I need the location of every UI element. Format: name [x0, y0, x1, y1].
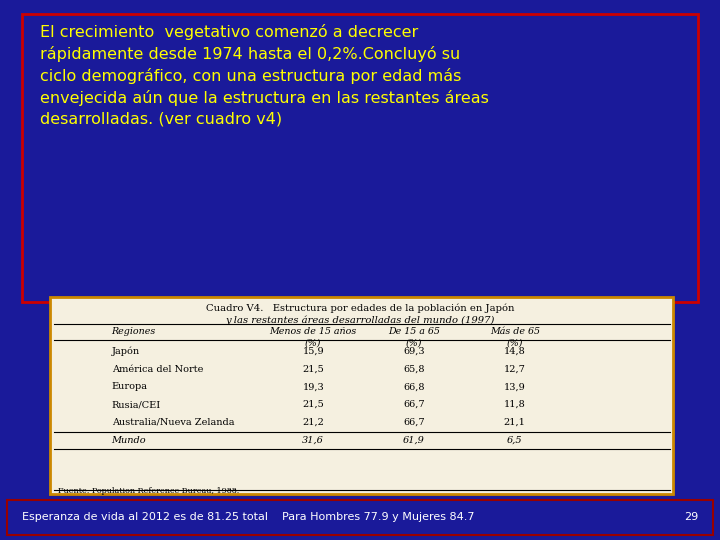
Text: 14,8: 14,8	[504, 347, 526, 356]
Text: 15,9: 15,9	[302, 347, 324, 356]
Text: 69,3: 69,3	[403, 347, 425, 356]
Text: 12,7: 12,7	[504, 364, 526, 374]
Text: Mundo: Mundo	[112, 436, 146, 445]
Text: 31,6: 31,6	[302, 436, 324, 445]
Text: 13,9: 13,9	[504, 382, 526, 392]
Text: Esperanza de vida al 2012 es de 81.25 total    Para Hombres 77.9 y Mujeres 84.7: Esperanza de vida al 2012 es de 81.25 to…	[22, 512, 474, 522]
Text: 66,7: 66,7	[403, 400, 425, 409]
Text: 21,5: 21,5	[302, 364, 324, 374]
Text: Más de 65
(%): Más de 65 (%)	[490, 327, 540, 347]
Text: Europa: Europa	[112, 382, 148, 392]
Text: El crecimiento  vegetativo comenzó a decrecer
rápidamente desde 1974 hasta el 0,: El crecimiento vegetativo comenzó a decr…	[40, 24, 488, 126]
Text: Cuadro V4.   Estructura por edades de la población en Japón: Cuadro V4. Estructura por edades de la p…	[206, 303, 514, 313]
Text: 21,5: 21,5	[302, 400, 324, 409]
FancyBboxPatch shape	[7, 500, 713, 535]
FancyBboxPatch shape	[22, 14, 698, 302]
Text: Fuente: Population Reference Bureau, 1988.: Fuente: Population Reference Bureau, 198…	[58, 487, 239, 495]
Text: 11,8: 11,8	[504, 400, 526, 409]
Text: 66,7: 66,7	[403, 418, 425, 427]
Text: Japón: Japón	[112, 347, 140, 356]
Text: Regiones: Regiones	[112, 327, 156, 336]
Text: 66,8: 66,8	[403, 382, 425, 392]
Text: Rusia/CEI: Rusia/CEI	[112, 400, 161, 409]
Text: 21,1: 21,1	[504, 418, 526, 427]
FancyBboxPatch shape	[50, 297, 673, 494]
Text: Menos de 15 años
(%): Menos de 15 años (%)	[269, 327, 357, 347]
Text: América del Norte: América del Norte	[112, 364, 203, 374]
Text: 29: 29	[684, 512, 698, 522]
Text: y las restantes áreas desarrolladas del mundo (1997): y las restantes áreas desarrolladas del …	[225, 315, 495, 325]
Text: 61,9: 61,9	[403, 436, 425, 445]
Text: 21,2: 21,2	[302, 418, 324, 427]
Text: 6,5: 6,5	[507, 436, 523, 445]
Text: 65,8: 65,8	[403, 364, 425, 374]
Text: Australia/Nueva Zelanda: Australia/Nueva Zelanda	[112, 418, 234, 427]
Text: 19,3: 19,3	[302, 382, 324, 392]
Text: De 15 a 65
(%): De 15 a 65 (%)	[388, 327, 440, 347]
